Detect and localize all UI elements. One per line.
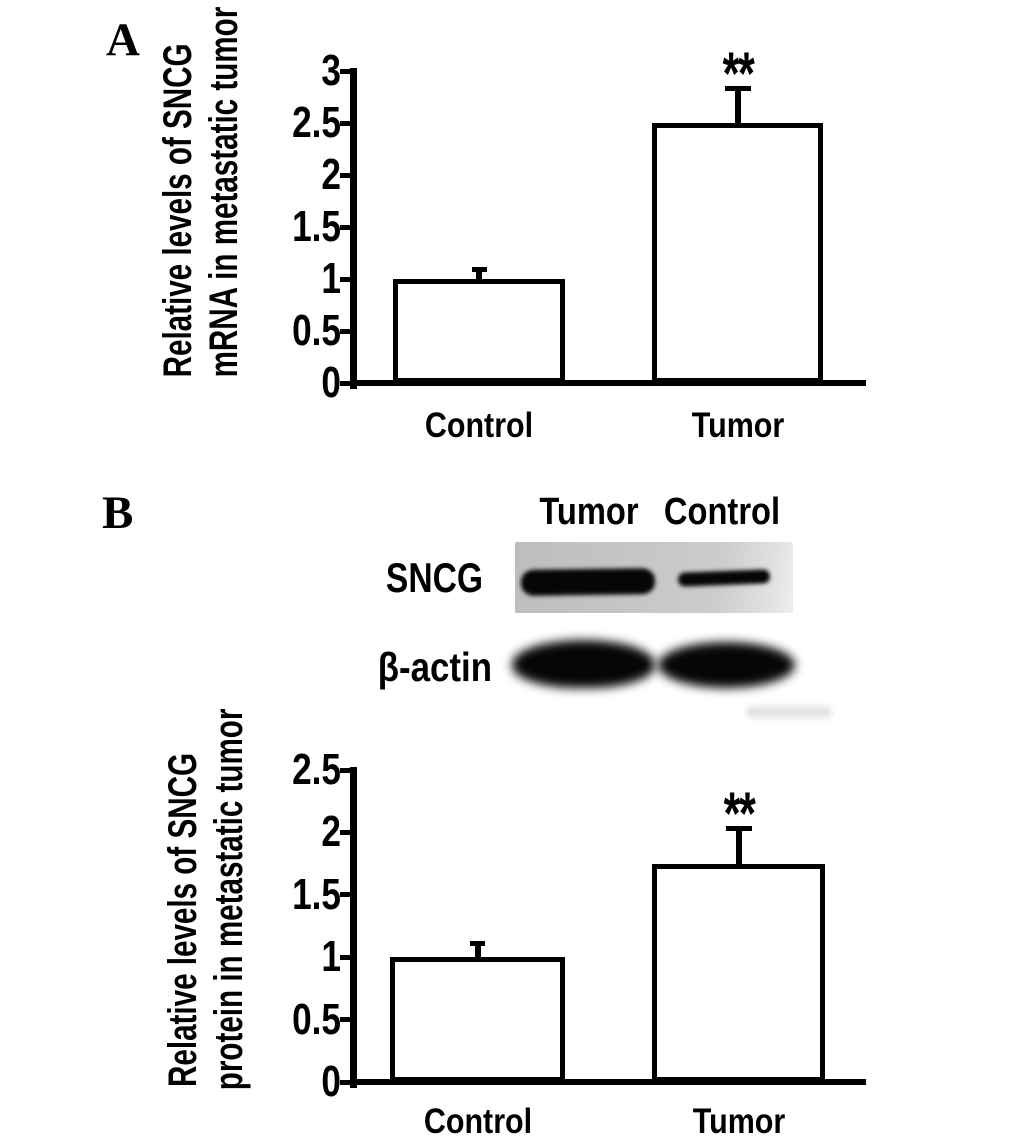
- panel-a-y-axis-title: Relative levels of SNCG mRNA in metastat…: [155, 7, 247, 378]
- y-tick-label: 2: [321, 807, 341, 857]
- y-tick: [340, 892, 353, 898]
- significance-marker-tumor: **: [722, 39, 754, 107]
- y-tick: [340, 172, 353, 178]
- y-tick-label: 2.5: [292, 745, 341, 794]
- y-tick: [340, 120, 353, 126]
- error-bar-cap-control: [471, 266, 487, 272]
- x-category-label-control: Control: [423, 1102, 532, 1141]
- y-tick-label: 3: [321, 46, 341, 95]
- y-tick: [340, 276, 353, 282]
- y-axis-line: [350, 68, 357, 389]
- blot-row-label-beta-actin: β-actin: [377, 644, 492, 690]
- y-tick: [340, 224, 353, 230]
- x-axis-line: [350, 1079, 866, 1085]
- bar-tumor: [652, 863, 825, 1082]
- x-axis-line: [350, 380, 866, 386]
- y-tick-label: 1: [321, 932, 341, 982]
- y-tick: [340, 767, 353, 773]
- y-axis-line: [350, 767, 357, 1088]
- blot-band-actin-control: [658, 642, 795, 688]
- y-tick: [340, 1017, 353, 1023]
- blot-band-sncg-tumor: [520, 568, 656, 596]
- y-tick-label: 0: [321, 358, 341, 407]
- y-tick-label: 1.5: [292, 202, 341, 251]
- y-tick: [340, 1079, 353, 1085]
- blot-lane-label-tumor: Tumor: [539, 491, 639, 533]
- y-tick: [340, 68, 353, 74]
- x-category-label-tumor: Tumor: [691, 406, 784, 445]
- bar-control: [390, 957, 565, 1082]
- sncg-blot-image: [515, 542, 793, 613]
- error-bar-control: [474, 944, 481, 959]
- y-tick: [340, 829, 353, 835]
- y-tick: [340, 328, 353, 334]
- y-tick-label: 2.5: [292, 98, 341, 147]
- significance-marker-tumor: **: [723, 779, 755, 847]
- blot-row-label-sncg: SNCG: [385, 554, 483, 601]
- error-bar-cap-tumor: [724, 85, 751, 91]
- error-bar-cap-control: [470, 940, 485, 946]
- bar-tumor: [652, 123, 823, 383]
- x-category-label-control: Control: [424, 406, 534, 445]
- error-bar-cap-tumor: [725, 825, 752, 831]
- blot-artifact: [746, 706, 832, 718]
- y-tick-label: 0: [321, 1057, 341, 1106]
- blot-lane-label-control: Control: [663, 491, 781, 533]
- panel-b-y-axis-title-line-1: Relative levels of SNCG: [161, 753, 205, 1087]
- error-bar-tumor: [735, 829, 742, 865]
- panel-a-y-axis-title-line-1: Relative levels of SNCG: [156, 43, 200, 378]
- bar-control: [393, 279, 565, 383]
- blot-band-actin-tumor: [512, 640, 655, 688]
- blot-band-sncg-control: [677, 569, 771, 587]
- error-bar-tumor: [734, 89, 741, 124]
- error-bar-control: [476, 270, 482, 280]
- y-tick: [340, 380, 353, 386]
- panel-a-label: A: [106, 14, 140, 66]
- y-tick-label: 1.5: [292, 869, 341, 919]
- y-tick-label: 0.5: [292, 306, 341, 355]
- x-category-label-tumor: Tumor: [692, 1102, 785, 1141]
- y-tick-label: 1: [321, 254, 341, 303]
- y-tick: [340, 954, 353, 960]
- beta-actin-blot-image: [500, 630, 810, 710]
- panel-b-label: B: [102, 487, 134, 539]
- y-tick-label: 0.5: [292, 994, 341, 1044]
- y-tick-label: 2: [321, 150, 341, 199]
